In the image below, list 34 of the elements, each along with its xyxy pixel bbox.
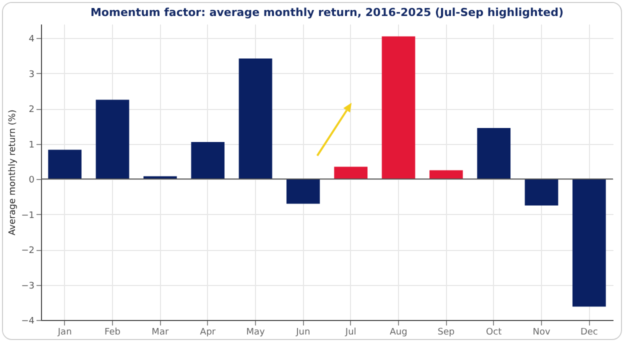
y-tick-label: −3 bbox=[21, 281, 34, 292]
x-tick-label: Sep bbox=[438, 328, 455, 338]
bar bbox=[429, 170, 463, 180]
y-tick-label: −4 bbox=[21, 316, 35, 326]
bar bbox=[572, 179, 606, 307]
x-tick-label: Dec bbox=[580, 328, 598, 338]
x-tick-label: Aug bbox=[390, 328, 408, 338]
bar bbox=[477, 128, 511, 180]
bar bbox=[286, 179, 320, 204]
x-tick-label: Mar bbox=[152, 328, 169, 338]
x-tick-label: May bbox=[246, 328, 266, 338]
bar bbox=[96, 100, 130, 180]
bar bbox=[48, 150, 82, 180]
y-tick-label: 4 bbox=[28, 34, 35, 45]
y-tick-label: 1 bbox=[28, 140, 34, 150]
bar bbox=[524, 179, 558, 206]
y-tick-label: 2 bbox=[28, 105, 34, 116]
bar bbox=[334, 166, 368, 180]
y-tick-label: −1 bbox=[21, 210, 34, 221]
bar bbox=[238, 58, 272, 180]
bar bbox=[191, 142, 225, 180]
bar bbox=[382, 36, 416, 180]
y-tick-label: 3 bbox=[28, 70, 34, 80]
y-tick-label: 0 bbox=[28, 176, 35, 186]
chart-title: Momentum factor: average monthly return, 2016-2025 (Jul-Sep highlighted) bbox=[90, 6, 564, 19]
x-tick-label: Apr bbox=[200, 328, 216, 338]
y-tick-label: −2 bbox=[21, 246, 34, 256]
x-tick-label: Jun bbox=[295, 328, 310, 338]
x-tick-label: Feb bbox=[104, 328, 121, 338]
x-tick-label: Nov bbox=[532, 328, 551, 338]
x-tick-label: Jan bbox=[56, 328, 72, 338]
x-tick-label: Oct bbox=[486, 328, 502, 338]
x-tick-label: Jul bbox=[344, 328, 356, 338]
y-axis-title: Average monthly return (%) bbox=[8, 110, 18, 236]
